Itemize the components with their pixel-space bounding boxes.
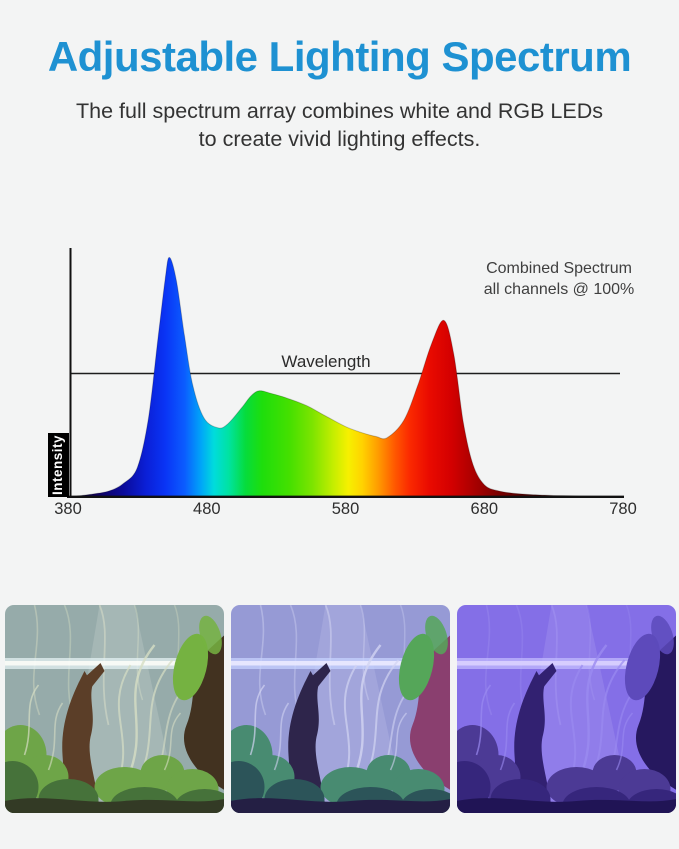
x-axis-label: Wavelength: [281, 352, 370, 371]
x-tick-label-380: 380: [54, 500, 82, 518]
subtitle-line-1: The full spectrum array combines white a…: [76, 99, 603, 123]
page-subtitle: The full spectrum array combines white a…: [0, 97, 679, 153]
y-axis-label: Intensity: [50, 435, 65, 495]
spectrum-chart: Intensity Wavelength Combined Spectrum a…: [0, 230, 679, 530]
x-tick-label-480: 480: [193, 500, 221, 518]
x-tick-label-780: 780: [609, 500, 637, 518]
annotation-line-1: Combined Spectrum: [486, 260, 632, 277]
x-tick-labels: 380 480 580 680 780: [54, 500, 637, 518]
aquarium-photo-cool-mixed-lighting: [231, 605, 450, 813]
intensity-label-box: [48, 433, 69, 497]
page-title: Adjustable Lighting Spectrum: [47, 33, 632, 80]
lighting-effect-gallery: [5, 605, 676, 813]
annotation-line-2: all channels @ 100%: [484, 281, 635, 298]
x-tick-label-680: 680: [471, 500, 499, 518]
spectrum-curve: [67, 256, 624, 498]
aquarium-photo-blue-purple-lighting: [457, 605, 676, 813]
x-tick-label-580: 580: [332, 500, 360, 518]
aquarium-photo-natural-lighting: [5, 605, 224, 813]
subtitle-line-2: to create vivid lighting effects.: [198, 127, 481, 151]
